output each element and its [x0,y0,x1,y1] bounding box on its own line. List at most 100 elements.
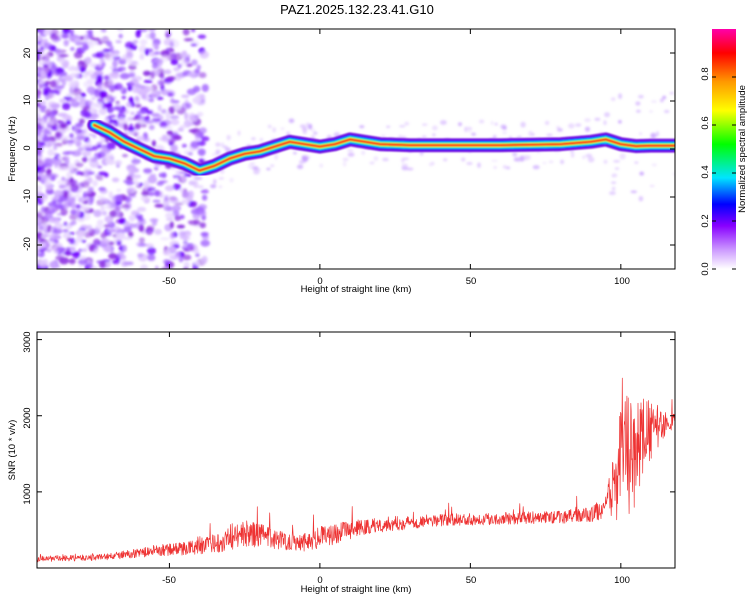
noise-speckle [58,184,66,189]
noise-speckle [125,41,134,49]
noise-speckle [200,208,206,214]
noise-speckle [181,94,190,99]
noise-speckle [491,159,498,162]
noise-speckle [113,226,121,235]
noise-speckle [94,102,103,109]
noise-speckle [172,174,181,179]
noise-speckle [112,52,119,56]
noise-speckle [43,29,53,35]
noise-speckle [115,194,123,203]
noise-speckle [174,72,182,81]
noise-speckle [45,183,53,191]
noise-speckle [183,261,190,269]
noise-speckle [37,58,41,62]
noise-speckle [37,233,42,240]
noise-speckle [45,169,52,176]
noise-speckle [83,169,90,178]
noise-speckle [83,136,90,143]
noise-speckle [115,232,126,240]
noise-speckle [80,181,90,188]
noise-speckle [157,104,162,112]
noise-speckle [148,124,155,131]
noise-speckle [49,261,58,269]
noise-speckle [134,122,141,130]
noise-speckle [69,213,79,221]
noise-speckle [286,131,291,136]
noise-speckle [89,62,97,68]
spectrogram-heatmap [37,29,675,269]
colorbar-ticks [712,76,736,270]
noise-speckle [37,135,40,140]
noise-speckle [59,123,68,129]
noise-speckle [635,101,641,106]
noise-speckle [161,172,167,179]
noise-speckle [184,112,189,120]
noise-speckle [192,201,197,208]
y-tick-label: 1000 [22,483,33,504]
noise-speckle [59,98,66,104]
noise-speckle [62,29,71,34]
noise-speckle [308,123,313,130]
noise-speckle [76,230,86,238]
noise-speckle [609,191,616,196]
noise-speckle [166,217,174,222]
noise-speckle [38,80,46,85]
noise-speckle [215,142,221,147]
noise-speckle [171,205,182,212]
y-axis-label: Frequency (Hz) [7,116,18,181]
noise-speckle [73,149,82,156]
noise-speckle [570,152,575,158]
x-tick-label: 0 [317,276,322,287]
noise-speckle [478,119,485,124]
noise-speckle [493,166,497,169]
noise-speckle [215,149,221,155]
noise-speckle [111,71,120,79]
noise-speckle [77,197,87,203]
noise-speckle [386,125,391,128]
y-tick-label: 20 [22,48,33,59]
noise-speckle [189,219,199,226]
noise-speckle [69,177,74,183]
noise-speckle [598,131,604,134]
noise-speckle [154,228,162,235]
noise-speckle [112,59,118,68]
noise-speckle [169,232,175,240]
y-tick-label: 3000 [22,331,33,352]
x-tick-label: -50 [162,276,176,287]
noise-speckle [172,183,181,190]
noise-speckle [70,202,77,209]
noise-speckle [502,126,507,130]
noise-speckle [97,165,102,169]
noise-speckle [193,180,199,189]
noise-speckle [138,45,147,53]
noise-speckle [108,107,114,112]
noise-speckle [100,232,107,239]
noise-speckle [43,89,49,96]
noise-speckle [84,190,92,194]
noise-speckle [37,113,41,121]
noise-speckle [532,165,540,170]
noise-speckle [81,206,90,212]
noise-speckle [108,191,114,199]
noise-speckle [95,223,104,230]
noise-speckle [103,75,110,81]
noise-speckle [154,190,160,197]
noise-speckle [75,204,81,209]
noise-speckle [42,53,50,58]
noise-speckle [174,251,181,260]
noise-speckle [160,84,165,91]
noise-speckle [147,192,156,196]
noise-speckle [194,261,200,266]
x-tick-label: 100 [614,276,630,287]
noise-speckle [477,162,481,168]
noise-speckle [62,229,69,233]
noise-speckle [173,67,180,72]
noise-speckle [137,206,147,212]
noise-speckle [120,56,128,62]
noise-speckle [651,163,657,167]
noise-speckle [193,249,200,254]
noise-speckle [466,162,473,165]
noise-speckle [299,124,306,129]
noise-speckle [44,57,50,63]
noise-speckle [272,127,277,133]
